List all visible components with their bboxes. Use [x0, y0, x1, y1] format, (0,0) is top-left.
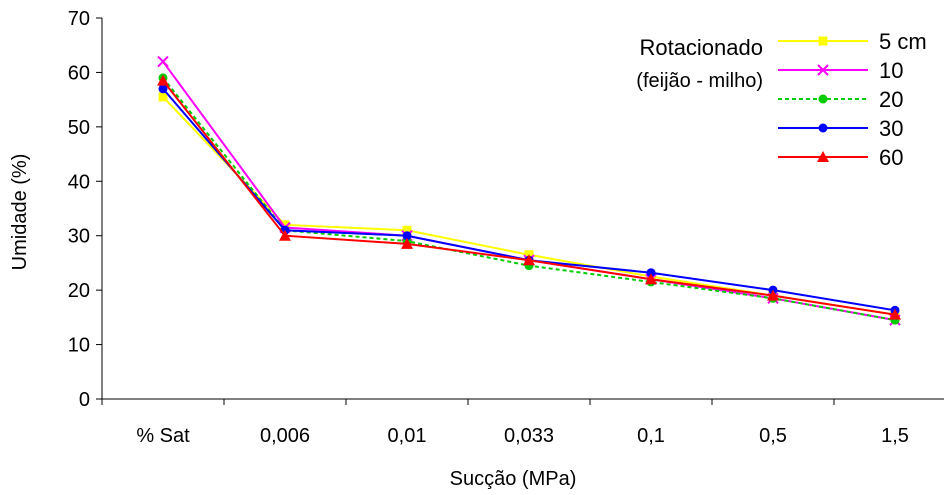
x-tick-label: 0,5: [759, 425, 787, 447]
legend-entry: 5 cm: [778, 29, 927, 54]
data-point: [767, 289, 779, 301]
legend-marker: [818, 36, 828, 46]
y-tick-label: 10: [68, 335, 90, 357]
legend-marker: [817, 64, 829, 76]
legend-label: 30: [879, 116, 903, 141]
x-tick-label: % Sat: [136, 425, 190, 447]
data-point: [158, 84, 168, 94]
data-point: [402, 225, 412, 235]
legend-title: Rotacionado: [639, 35, 763, 60]
data-point: [157, 74, 169, 86]
legend-marker: [817, 151, 829, 162]
series-5: [157, 74, 901, 320]
legend-label: 5 cm: [879, 29, 927, 54]
data-point: [646, 268, 656, 278]
data-point: [401, 237, 413, 249]
data-point: [158, 92, 168, 102]
x-axis-label: Sucção (MPa): [450, 468, 577, 490]
x-tick-label: 0,033: [504, 425, 554, 447]
data-point: [523, 254, 535, 266]
legend-label: 60: [879, 145, 903, 170]
legend-marker: [818, 123, 828, 133]
legend-label: 10: [879, 58, 903, 83]
data-point: [279, 229, 291, 241]
series-4: [158, 84, 900, 315]
series-line: [162, 79, 896, 316]
y-tick-label: 50: [68, 117, 90, 139]
y-tick-label: 30: [68, 226, 90, 248]
y-tick-label: 40: [68, 171, 90, 193]
legend-entry: 20: [778, 87, 903, 112]
y-ticks: 0 10 20 30 40 50 60 70: [68, 8, 102, 411]
series-lines: [157, 55, 901, 326]
series-3: [158, 73, 900, 325]
series-line: [162, 60, 896, 322]
x-tick-label: 1,5: [881, 425, 909, 447]
y-tick-label: 70: [68, 8, 90, 30]
y-tick-label: 20: [68, 280, 90, 302]
legend-label: 20: [879, 87, 903, 112]
x-ticks: % Sat 0,006 0,01 0,033 0,1 0,5 1,5: [101, 399, 909, 447]
legend-marker: [818, 94, 828, 104]
y-tick-label: 60: [68, 62, 90, 84]
legend-entry: 60: [778, 145, 903, 170]
data-point: [889, 308, 901, 320]
legend: Rotacionado (feijão - milho) 5 cm 10 20 30 6…: [636, 29, 926, 170]
axes: [101, 18, 944, 400]
x-tick-label: 0,1: [637, 425, 665, 447]
data-point: [157, 55, 169, 68]
data-point: [645, 273, 657, 285]
x-tick-label: 0,006: [260, 425, 310, 447]
legend-entry: 30: [778, 116, 903, 141]
y-tick-label: 0: [79, 389, 90, 411]
legend-entry: 10: [778, 58, 903, 83]
legend-subtitle: (feijão - milho): [636, 70, 763, 92]
series-line: [162, 77, 896, 322]
series-2: [157, 55, 901, 326]
x-tick-label: 0,01: [388, 425, 427, 447]
data-point: [280, 220, 290, 230]
series-line: [162, 88, 896, 312]
y-axis-label: Umidade (%): [9, 154, 31, 271]
data-point: [402, 231, 412, 241]
series-line: [162, 96, 896, 316]
